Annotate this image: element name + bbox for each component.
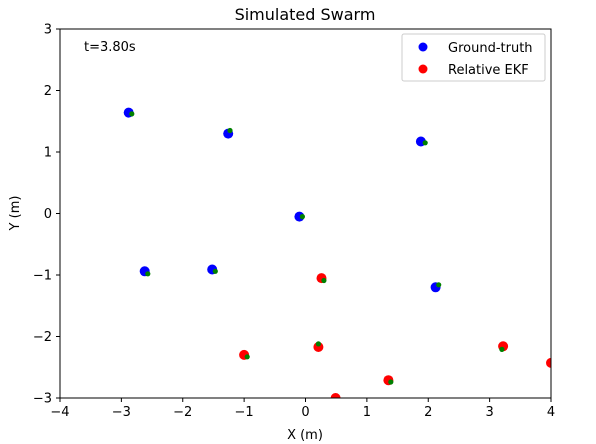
- x-tick-label: −2: [173, 405, 192, 420]
- legend: Ground-truth Relative EKF: [401, 33, 546, 82]
- relative-ekf-point-7: [330, 393, 341, 398]
- x-tick-label: 3: [485, 405, 493, 420]
- y-tick-label: −1: [33, 269, 52, 284]
- y-axis-label: Y (m): [8, 196, 23, 232]
- estimate-point-2: [227, 127, 233, 134]
- y-tick-label: 0: [44, 207, 52, 222]
- legend-marker-ground-truth: [418, 42, 428, 52]
- time-annotation: t=3.80s: [84, 40, 136, 55]
- chart-title: Simulated Swarm: [235, 5, 376, 24]
- estimate-point-8: [321, 277, 327, 284]
- legend-label-relative-ekf: Relative EKF: [448, 63, 529, 78]
- estimate-point-9: [244, 354, 250, 360]
- estimate-point-10: [315, 341, 321, 347]
- x-tick-label: 0: [301, 405, 309, 420]
- estimate-point-7: [436, 282, 442, 288]
- estimate-point-11: [388, 379, 394, 385]
- relative-ekf-point-6: [546, 357, 551, 368]
- x-tick-label: −4: [50, 405, 69, 420]
- estimate-point-3: [422, 140, 428, 146]
- x-axis-ticks: −4 −3 −2 −1 0 1 2 3 4: [50, 398, 555, 420]
- y-axis-ticks: −3 −2 −1 0 1 2 3: [33, 23, 60, 407]
- legend-label-ground-truth: Ground-truth: [448, 41, 533, 56]
- x-tick-label: −1: [235, 405, 254, 420]
- estimate-point-6: [212, 268, 218, 274]
- y-tick-label: 2: [44, 84, 52, 99]
- estimate-point-1: [129, 111, 135, 117]
- y-tick-label: 1: [44, 146, 52, 161]
- estimate-point-5: [145, 271, 151, 277]
- legend-marker-relative-ekf: [418, 64, 428, 74]
- x-tick-label: 2: [424, 405, 432, 420]
- x-tick-label: 4: [547, 405, 555, 420]
- y-tick-label: −3: [33, 392, 52, 407]
- y-tick-label: −2: [33, 330, 52, 345]
- data-marks: [123, 107, 551, 398]
- x-axis-label: X (m): [287, 428, 323, 443]
- y-tick-label: 3: [44, 23, 52, 38]
- legend-box: [401, 33, 546, 82]
- estimate-point-4: [299, 214, 305, 220]
- x-tick-label: 1: [363, 405, 371, 420]
- estimate-point-12: [499, 346, 505, 352]
- x-tick-label: −3: [112, 405, 131, 420]
